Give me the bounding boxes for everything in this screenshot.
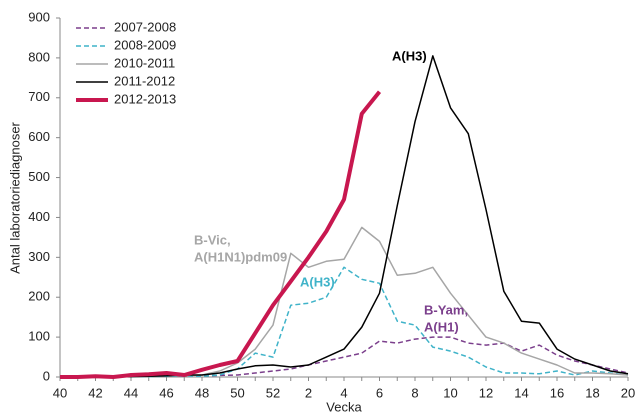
y-tick-label: 0 [43, 368, 50, 383]
y-tick-label: 600 [28, 129, 50, 144]
x-tick-label: 44 [124, 385, 138, 400]
annotation: A(H3) [392, 48, 427, 63]
x-tick-label: 18 [585, 385, 599, 400]
series-line [60, 90, 382, 379]
y-tick-label: 700 [28, 89, 50, 104]
annotation: B-Vic, [194, 232, 231, 247]
x-tick-label: 48 [195, 385, 209, 400]
x-tick-label: 50 [230, 385, 244, 400]
y-axis-label: Antal laboratoriediagnoser [7, 121, 22, 273]
annotation: A(H3) [300, 274, 335, 289]
y-tick-label: 900 [28, 9, 50, 24]
legend-label: 2012-2013 [114, 91, 176, 106]
x-tick-label: 2 [305, 385, 312, 400]
y-tick-label: 100 [28, 329, 50, 344]
y-tick-label: 500 [28, 169, 50, 184]
x-tick-label: 12 [479, 385, 493, 400]
y-tick-label: 400 [28, 209, 50, 224]
x-tick-label: 46 [159, 385, 173, 400]
y-tick-label: 200 [28, 289, 50, 304]
series-line [60, 266, 629, 378]
series-line [60, 226, 629, 378]
x-tick-label: 40 [53, 385, 67, 400]
series-line [60, 336, 629, 378]
legend-label: 2007-2008 [114, 19, 176, 34]
x-tick-label: 20 [621, 385, 635, 400]
x-tick-label: 8 [411, 385, 418, 400]
y-tick-label: 300 [28, 249, 50, 264]
annotation: B-Yam, [424, 302, 468, 317]
x-tick-label: 10 [443, 385, 457, 400]
x-tick-label: 4 [340, 385, 347, 400]
x-tick-label: 52 [266, 385, 280, 400]
y-tick-label: 800 [28, 49, 50, 64]
legend-label: 2010-2011 [114, 55, 175, 70]
annotation: A(H1N1)pdm09 [194, 249, 287, 264]
x-tick-label: 16 [550, 385, 564, 400]
annotation: A(H1) [424, 319, 459, 334]
x-axis-label: Vecka [326, 399, 362, 414]
series-line [60, 55, 629, 378]
legend-label: 2011-2012 [114, 73, 175, 88]
x-tick-label: 6 [376, 385, 383, 400]
x-tick-label: 42 [88, 385, 102, 400]
x-tick-label: 14 [514, 385, 528, 400]
legend-label: 2008-2009 [114, 37, 176, 52]
